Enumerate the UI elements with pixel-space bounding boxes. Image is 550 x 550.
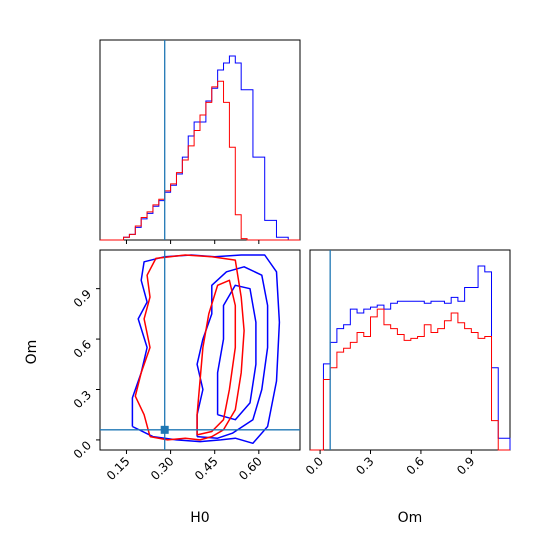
tick-label-om-x: 0.3 <box>353 454 376 477</box>
contour-line <box>196 266 269 439</box>
tick-label-h0: 0.15 <box>104 454 133 483</box>
truth-marker <box>160 425 169 434</box>
tick-label-om-y: 0.3 <box>71 388 94 411</box>
y-axis-label-om: Om <box>24 340 40 365</box>
tick-label-h0: 0.30 <box>148 454 177 483</box>
contour-panel-frame <box>99 249 301 451</box>
tick-label-om-y: 0.6 <box>71 337 94 360</box>
om-histogram-frame <box>309 249 511 451</box>
om-histogram-panel <box>310 250 511 451</box>
tick-label-om-x: 0.9 <box>454 454 477 477</box>
contour-line <box>216 284 257 421</box>
tick-label-h0: 0.45 <box>192 454 221 483</box>
h0-histogram-frame <box>99 39 301 241</box>
x-axis-label-h0: H0 <box>190 510 209 526</box>
h0-histogram-panel <box>100 40 300 241</box>
om-histogram-series <box>310 308 510 451</box>
tick-label-om-x: 0.6 <box>404 454 427 477</box>
h0-histogram-series <box>100 55 300 241</box>
contour-line <box>131 254 281 445</box>
contour-line <box>196 279 237 436</box>
h0-histogram-series <box>100 80 300 241</box>
contour-line <box>134 254 245 441</box>
tick-label-h0: 0.60 <box>236 454 265 483</box>
contour-panel <box>100 250 300 450</box>
tick-marks <box>96 240 472 454</box>
tick-label-om-y: 0.9 <box>71 287 94 310</box>
tick-label-om-x: 0.0 <box>303 454 326 477</box>
tick-label-om-y: 0.0 <box>71 438 94 461</box>
x-axis-label-om: Om <box>398 510 423 526</box>
om-histogram-series <box>310 265 511 451</box>
